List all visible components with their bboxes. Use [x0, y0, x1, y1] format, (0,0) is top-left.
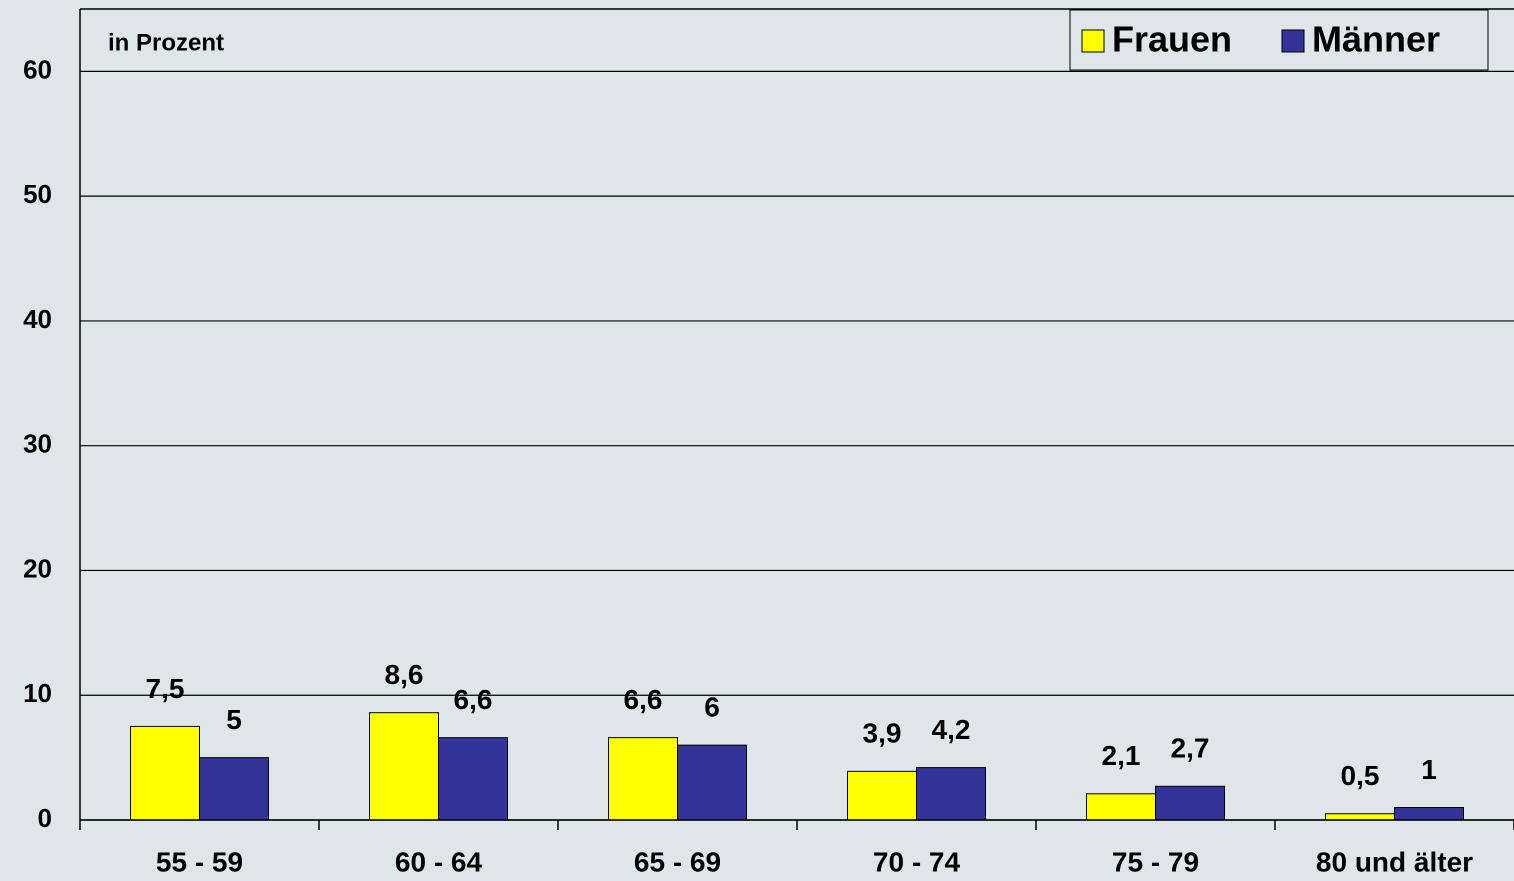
- y-tick-label: 10: [23, 678, 52, 708]
- bar: [130, 725, 200, 821]
- annotation: in Prozent: [108, 29, 224, 56]
- bar: [916, 767, 986, 821]
- value-label: 8,6: [385, 659, 424, 690]
- value-label: 4,2: [932, 714, 971, 745]
- bar: [1325, 813, 1395, 821]
- value-label: 3,9: [863, 718, 902, 749]
- value-label: 6: [704, 692, 720, 723]
- x-tick-label: 65 - 69: [634, 846, 721, 877]
- value-label: 1: [1421, 754, 1437, 785]
- bar: [438, 737, 508, 821]
- value-label: 2,1: [1102, 740, 1141, 771]
- legend-label: Männer: [1312, 19, 1440, 60]
- legend-swatch: [1081, 29, 1105, 53]
- y-tick-label: 20: [23, 553, 52, 583]
- bar: [1086, 793, 1156, 821]
- y-tick-label: 0: [38, 803, 52, 833]
- y-tick-label: 40: [23, 304, 52, 334]
- bar: [677, 744, 747, 821]
- value-label: 6,6: [454, 684, 493, 715]
- value-label: 0,5: [1341, 760, 1380, 791]
- y-tick-label: 60: [23, 54, 52, 84]
- legend-box: [1069, 9, 1489, 71]
- bar: [369, 712, 439, 821]
- y-tick-label: 50: [23, 179, 52, 209]
- x-tick-label: 75 - 79: [1112, 846, 1199, 877]
- legend-label: Frauen: [1112, 19, 1232, 60]
- value-label: 2,7: [1171, 733, 1210, 764]
- bar: [1394, 807, 1464, 821]
- bar: [608, 737, 678, 821]
- value-label: 7,5: [146, 673, 185, 704]
- x-tick-label: 55 - 59: [156, 846, 243, 877]
- bar: [847, 770, 917, 821]
- y-tick-label: 30: [23, 429, 52, 459]
- value-label: 6,6: [624, 684, 663, 715]
- x-tick-label: 70 - 74: [873, 846, 961, 877]
- bar: [1155, 785, 1225, 821]
- legend-swatch: [1281, 29, 1305, 53]
- x-tick-label: 60 - 64: [395, 846, 483, 877]
- value-label: 5: [226, 704, 242, 735]
- bar: [199, 757, 269, 821]
- x-tick-label: 80 und älter: [1316, 846, 1473, 877]
